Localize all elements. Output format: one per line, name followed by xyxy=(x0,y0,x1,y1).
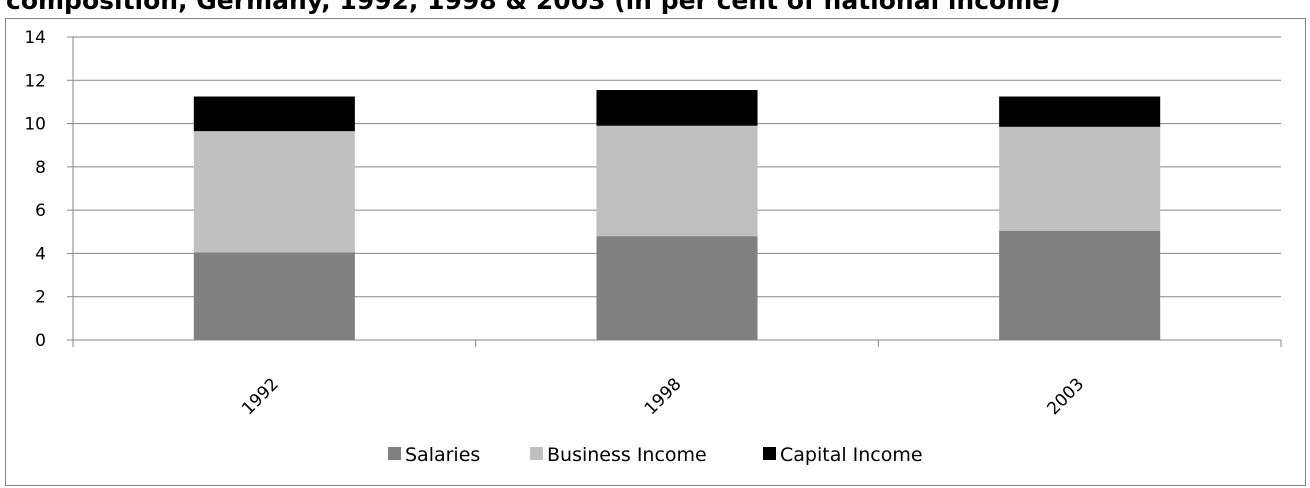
bar-salaries-1998 xyxy=(596,236,758,340)
bar-capital-income-1998 xyxy=(596,90,758,126)
bar-capital-income-1992 xyxy=(193,96,355,132)
x-axis-tick-labels: 1992 1998 2003 xyxy=(238,374,1088,419)
legend-label: Business Income xyxy=(547,444,707,466)
y-tick-label: 2 xyxy=(35,288,46,308)
x-tick-label: 2003 xyxy=(1043,374,1088,419)
chart-title: composition, Germany, 1992, 1998 & 2003 … xyxy=(6,0,1061,15)
legend-swatch xyxy=(388,447,401,460)
x-tick-label: 1998 xyxy=(641,374,686,419)
y-tick-label: 10 xyxy=(24,115,46,135)
bar-salaries-1992 xyxy=(193,252,355,340)
legend-label: Capital Income xyxy=(780,444,923,466)
x-tick-label: 1992 xyxy=(238,374,283,419)
y-tick-label: 12 xyxy=(24,71,46,91)
axes xyxy=(67,36,1282,347)
y-tick-label: 14 xyxy=(24,28,46,48)
y-tick-label: 8 xyxy=(35,158,46,178)
bar-business-income-2003 xyxy=(999,126,1161,231)
legend: Salaries Business Income Capital Income xyxy=(388,444,923,466)
y-tick-label: 0 xyxy=(35,331,46,351)
bar-business-income-1992 xyxy=(193,131,355,253)
bar-capital-income-2003 xyxy=(999,96,1161,127)
bar-business-income-1998 xyxy=(596,125,758,237)
y-tick-label: 6 xyxy=(35,201,46,221)
legend-swatch xyxy=(530,447,543,460)
bar-salaries-2003 xyxy=(999,230,1161,340)
legend-label: Salaries xyxy=(405,444,480,466)
y-tick-label: 4 xyxy=(35,244,46,264)
y-axis-tick-labels: 0 2 4 6 8 10 12 14 xyxy=(24,28,46,351)
legend-swatch xyxy=(763,447,776,460)
bars xyxy=(193,90,1161,340)
